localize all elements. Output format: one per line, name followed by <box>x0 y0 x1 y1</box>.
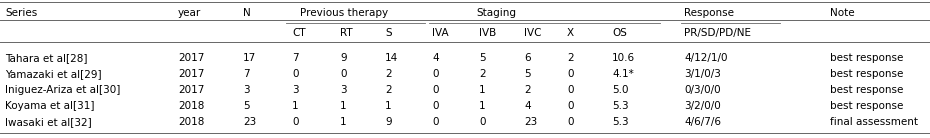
Text: 0: 0 <box>432 85 439 95</box>
Text: 0: 0 <box>432 69 439 79</box>
Text: best response: best response <box>830 53 903 63</box>
Text: 0: 0 <box>340 69 347 79</box>
Text: Yamazaki et al[29]: Yamazaki et al[29] <box>5 69 101 79</box>
Text: Note: Note <box>830 8 855 18</box>
Text: RT: RT <box>340 28 352 38</box>
Text: 3/1/0/3: 3/1/0/3 <box>684 69 721 79</box>
Text: N: N <box>243 8 251 18</box>
Text: 2018: 2018 <box>178 117 205 127</box>
Text: 2: 2 <box>524 85 531 95</box>
Text: S: S <box>385 28 392 38</box>
Text: final assessment: final assessment <box>830 117 918 127</box>
Text: 0: 0 <box>292 117 299 127</box>
Text: Previous therapy: Previous therapy <box>300 8 388 18</box>
Text: best response: best response <box>830 85 903 95</box>
Text: 9: 9 <box>340 53 347 63</box>
Text: 1: 1 <box>385 101 392 111</box>
Text: Series: Series <box>5 8 37 18</box>
Text: 3: 3 <box>340 85 347 95</box>
Text: PR/SD/PD/NE: PR/SD/PD/NE <box>684 28 751 38</box>
Text: 0: 0 <box>567 85 574 95</box>
Text: 4.1*: 4.1* <box>612 69 633 79</box>
Text: 2018: 2018 <box>178 101 205 111</box>
Text: Staging: Staging <box>476 8 516 18</box>
Text: 0/3/0/0: 0/3/0/0 <box>684 85 721 95</box>
Text: 5.3: 5.3 <box>612 117 629 127</box>
Text: 1: 1 <box>292 101 299 111</box>
Text: 1: 1 <box>340 101 347 111</box>
Text: 4: 4 <box>432 53 439 63</box>
Text: 2017: 2017 <box>178 53 205 63</box>
Text: 0: 0 <box>567 69 574 79</box>
Text: 0: 0 <box>479 117 485 127</box>
Text: 2: 2 <box>385 69 392 79</box>
Text: X: X <box>567 28 574 38</box>
Text: 2017: 2017 <box>178 85 205 95</box>
Text: best response: best response <box>830 101 903 111</box>
Text: 3: 3 <box>243 85 249 95</box>
Text: 6: 6 <box>524 53 531 63</box>
Text: year: year <box>178 8 201 18</box>
Text: 0: 0 <box>567 117 574 127</box>
Text: 7: 7 <box>292 53 299 63</box>
Text: 2: 2 <box>567 53 574 63</box>
Text: 3/2/0/0: 3/2/0/0 <box>684 101 721 111</box>
Text: 10.6: 10.6 <box>612 53 635 63</box>
Text: 0: 0 <box>432 117 439 127</box>
Text: 23: 23 <box>524 117 538 127</box>
Text: 14: 14 <box>385 53 398 63</box>
Text: 0: 0 <box>567 101 574 111</box>
Text: Iwasaki et al[32]: Iwasaki et al[32] <box>5 117 92 127</box>
Text: 7: 7 <box>243 69 249 79</box>
Text: 5: 5 <box>243 101 249 111</box>
Text: Iniguez-Ariza et al[30]: Iniguez-Ariza et al[30] <box>5 85 120 95</box>
Text: 0: 0 <box>432 101 439 111</box>
Text: IVC: IVC <box>524 28 541 38</box>
Text: 5.0: 5.0 <box>612 85 629 95</box>
Text: IVA: IVA <box>432 28 448 38</box>
Text: 1: 1 <box>479 101 485 111</box>
Text: 17: 17 <box>243 53 257 63</box>
Text: 4/12/1/0: 4/12/1/0 <box>684 53 727 63</box>
Text: Response: Response <box>684 8 734 18</box>
Text: 5: 5 <box>479 53 485 63</box>
Text: 0: 0 <box>292 69 299 79</box>
Text: 4: 4 <box>524 101 531 111</box>
Text: 5.3: 5.3 <box>612 101 629 111</box>
Text: CT: CT <box>292 28 306 38</box>
Text: 9: 9 <box>385 117 392 127</box>
Text: IVB: IVB <box>479 28 497 38</box>
Text: best response: best response <box>830 69 903 79</box>
Text: 2: 2 <box>479 69 485 79</box>
Text: 2017: 2017 <box>178 69 205 79</box>
Text: 4/6/7/6: 4/6/7/6 <box>684 117 721 127</box>
Text: 5: 5 <box>524 69 531 79</box>
Text: 23: 23 <box>243 117 257 127</box>
Text: OS: OS <box>612 28 627 38</box>
Text: Koyama et al[31]: Koyama et al[31] <box>5 101 95 111</box>
Text: Tahara et al[28]: Tahara et al[28] <box>5 53 87 63</box>
Text: 3: 3 <box>292 85 299 95</box>
Text: 1: 1 <box>479 85 485 95</box>
Text: 2: 2 <box>385 85 392 95</box>
Text: 1: 1 <box>340 117 347 127</box>
